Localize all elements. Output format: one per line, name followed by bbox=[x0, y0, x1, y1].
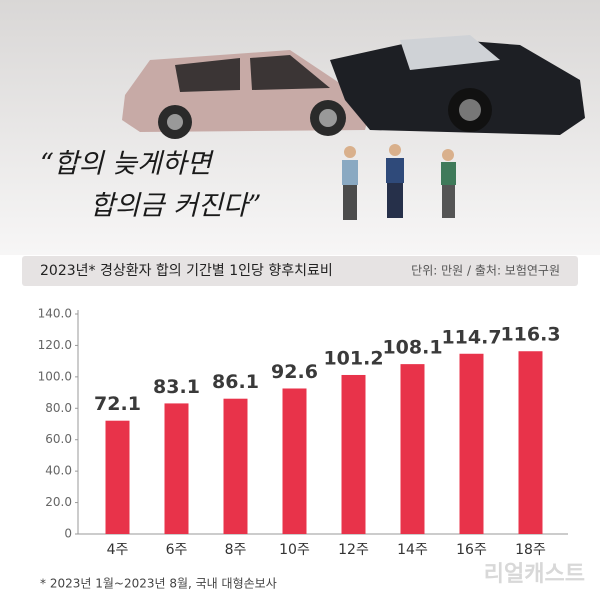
value-label: 92.6 bbox=[271, 361, 318, 383]
x-tick-label: 18주 bbox=[515, 542, 546, 558]
bar bbox=[105, 420, 130, 534]
y-tick-label: 100.0 bbox=[38, 369, 72, 383]
y-tick-label: 60.0 bbox=[45, 432, 72, 446]
watermark: 리얼캐스트 bbox=[484, 562, 585, 587]
chart-subtitle: 단위: 만원 / 출처: 보험연구원 bbox=[411, 264, 560, 278]
bar bbox=[459, 353, 484, 534]
bar bbox=[223, 398, 248, 534]
x-tick-label: 12주 bbox=[338, 542, 369, 558]
y-tick-label: 0 bbox=[64, 527, 72, 541]
quote-line: “합의 늦게하면 bbox=[40, 149, 215, 180]
figurines bbox=[342, 144, 456, 220]
value-label: 101.2 bbox=[323, 347, 383, 369]
quote-line: 합의금 커진다” bbox=[90, 191, 261, 222]
bar bbox=[164, 403, 189, 534]
bar bbox=[400, 364, 425, 534]
x-tick-label: 8주 bbox=[225, 542, 247, 558]
x-tick-label: 10주 bbox=[279, 542, 310, 558]
footnote: * 2023년 1월~2023년 8월, 국내 대형손보사 bbox=[40, 577, 277, 591]
car-illustration bbox=[122, 35, 585, 139]
value-label: 86.1 bbox=[212, 371, 259, 393]
chart-title: 2023년* 경상환자 합의 기간별 1인당 향후치료비 bbox=[40, 263, 333, 279]
y-tick-label: 140.0 bbox=[38, 307, 72, 321]
value-label: 72.1 bbox=[94, 393, 141, 415]
y-tick-label: 20.0 bbox=[45, 495, 72, 509]
y-tick-label: 120.0 bbox=[38, 338, 72, 352]
header-band bbox=[22, 256, 578, 286]
bar bbox=[518, 351, 543, 534]
x-tick-label: 6주 bbox=[166, 542, 188, 558]
bar bbox=[282, 388, 307, 534]
x-tick-label: 4주 bbox=[107, 542, 129, 558]
value-label: 83.1 bbox=[153, 376, 200, 398]
x-tick-label: 16주 bbox=[456, 542, 487, 558]
bar bbox=[341, 374, 366, 534]
y-tick-label: 80.0 bbox=[45, 401, 72, 415]
value-label: 114.7 bbox=[441, 326, 501, 348]
value-label: 108.1 bbox=[382, 337, 442, 359]
x-tick-label: 14주 bbox=[397, 542, 428, 558]
value-label: 116.3 bbox=[500, 324, 560, 346]
y-tick-label: 40.0 bbox=[45, 464, 72, 478]
